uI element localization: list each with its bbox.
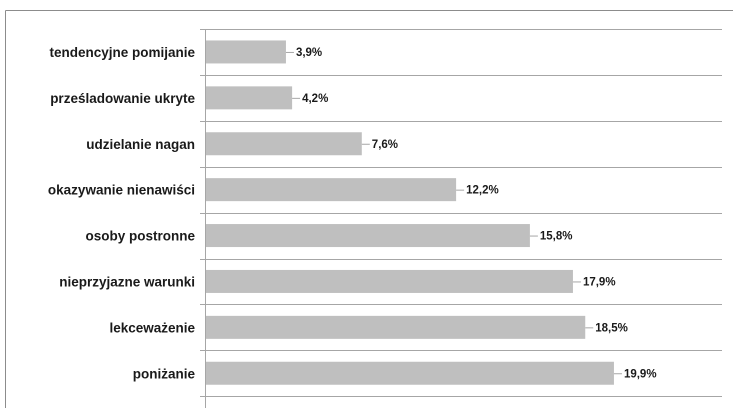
bar bbox=[206, 178, 457, 202]
data-label: 18,5% bbox=[595, 322, 628, 334]
category-label: tendencyjne pomijanie bbox=[49, 45, 195, 60]
bar bbox=[206, 315, 586, 339]
category-label: prześladowanie ukryte bbox=[50, 91, 195, 106]
category-label: okazywanie nienawiści bbox=[48, 183, 195, 198]
data-label: 7,6% bbox=[372, 139, 398, 151]
bar bbox=[206, 86, 293, 110]
bar bbox=[206, 40, 286, 64]
bar bbox=[206, 132, 362, 156]
category-label: poniżanie bbox=[133, 366, 196, 381]
bar bbox=[206, 269, 573, 293]
data-label: 12,2% bbox=[466, 185, 499, 197]
data-label: 3,9% bbox=[296, 47, 322, 59]
data-label: 19,9% bbox=[624, 368, 657, 380]
category-label: udzielanie nagan bbox=[86, 137, 195, 152]
bar bbox=[206, 224, 530, 248]
data-label: 15,8% bbox=[540, 231, 573, 243]
category-label: lekceważenie bbox=[109, 320, 195, 335]
bar bbox=[206, 361, 614, 385]
category-label: osoby postronne bbox=[85, 229, 195, 244]
data-label: 4,2% bbox=[302, 93, 328, 105]
data-label: 17,9% bbox=[583, 276, 616, 288]
category-label: nieprzyjazne warunki bbox=[59, 274, 195, 289]
